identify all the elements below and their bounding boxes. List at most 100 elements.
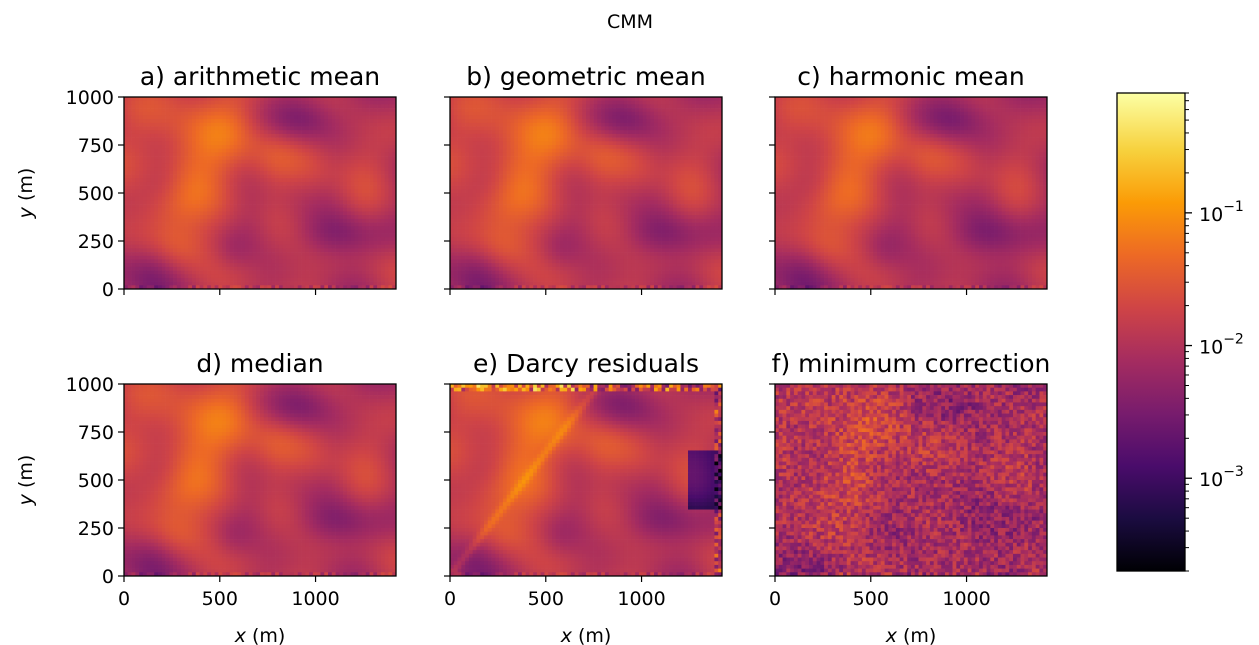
heatmap-cell [362,122,367,127]
heatmap-cell [472,156,477,161]
heatmap-cell [369,167,374,172]
heatmap-cell [502,100,508,105]
heatmap-cell [127,163,132,168]
heatmap-cell [312,137,318,142]
heatmap-cell [124,270,129,275]
heatmap-cell [589,115,594,120]
heatmap-cell [214,100,219,105]
heatmap-cell [154,152,159,157]
heatmap-cell [271,233,276,238]
heatmap-cell [210,130,216,135]
heatmap-cell [210,285,216,290]
heatmap-cell [331,100,336,105]
heatmap-cell [173,211,178,216]
heatmap-cell [158,263,163,268]
heatmap-cell [260,137,265,142]
heatmap-cell [297,170,302,175]
heatmap-cell [271,266,276,271]
heatmap-cell [491,145,496,150]
heatmap-cell [173,222,178,227]
heatmap-cell [339,255,344,260]
heatmap-cell [210,233,216,238]
heatmap-cell [203,130,208,135]
heatmap-cell [184,200,189,205]
heatmap-cell [320,277,325,282]
heatmap-cell [320,222,325,227]
heatmap-cell [324,263,329,268]
heatmap-cell [192,141,197,146]
heatmap-cell [135,226,140,231]
heatmap-cell [192,115,197,120]
heatmap-cell [203,281,208,286]
heatmap-cell [256,226,261,231]
heatmap-cell [586,104,591,109]
heatmap-cell [480,108,485,113]
heatmap-cell [305,148,310,153]
heatmap-cell [248,285,253,290]
heatmap-cell [335,204,340,209]
heatmap-cell [256,244,261,249]
heatmap-cell [203,181,208,186]
heatmap-cell [669,126,674,131]
heatmap-cell [237,241,242,246]
heatmap-cell [525,156,530,161]
heatmap-cell [135,181,140,186]
heatmap-cell [358,193,363,198]
heatmap-cell [199,111,204,116]
heatmap-cell [597,156,602,161]
heatmap-cell [131,170,136,175]
heatmap-cell [278,181,284,186]
heatmap-cell [154,229,159,234]
heatmap-cell [244,167,250,172]
heatmap-cell [203,215,208,220]
heatmap-cell [499,148,504,153]
heatmap-cell [518,156,523,161]
heatmap-cell [392,263,397,268]
heatmap-cell [635,156,640,161]
heatmap-cell [346,200,352,205]
heatmap-cell [297,145,302,150]
heatmap-cell [672,111,678,116]
heatmap-cell [703,156,708,161]
heatmap-cell [199,248,204,253]
heatmap-cell [388,126,393,131]
heatmap-cell [142,244,148,249]
heatmap-cell [718,108,723,113]
heatmap-cell [616,122,621,127]
heatmap-cell [570,115,576,120]
heatmap-cell [563,130,568,135]
heatmap-cell [150,119,155,124]
heatmap-cell [165,97,170,102]
heatmap-cell [192,178,197,183]
heatmap-cell [210,156,216,161]
heatmap-cell [339,111,344,116]
heatmap-cell [210,137,216,142]
heatmap-cell [582,145,587,150]
heatmap-cell [150,255,155,260]
heatmap-cell [346,115,352,120]
heatmap-cell [139,159,144,164]
heatmap-cell [203,204,208,209]
heatmap-cell [173,204,178,209]
heatmap-cell [226,211,231,216]
heatmap-cell [142,252,148,257]
heatmap-cell [484,100,489,105]
heatmap-cell [369,222,374,227]
heatmap-cell [290,226,295,231]
heatmap-cell [529,148,534,153]
heatmap-cell [328,115,333,120]
heatmap-cell [173,126,178,131]
heatmap-cell [312,204,318,209]
heatmap-cell [135,233,140,238]
heatmap-cell [233,178,238,183]
heatmap-cell [226,241,231,246]
heatmap-cell [650,152,655,157]
heatmap-cell [312,148,318,153]
heatmap-cell [176,174,182,179]
heatmap-cell [297,229,302,234]
heatmap-cell [180,193,185,198]
heatmap-cell [176,159,182,164]
heatmap-cell [480,148,485,153]
heatmap-cell [214,274,219,279]
heatmap-cell [278,145,284,150]
